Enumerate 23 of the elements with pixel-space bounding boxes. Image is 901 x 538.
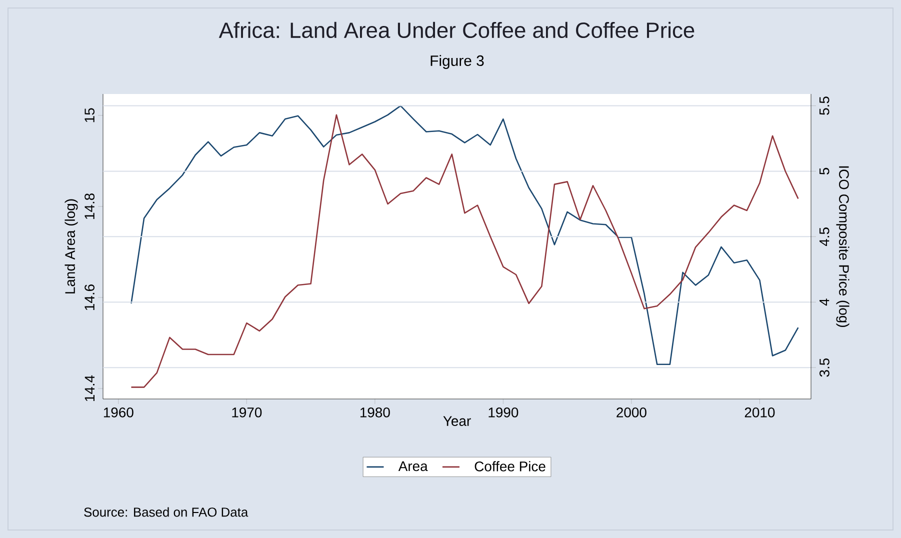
chart-title: Africa: Land Area Under Coffee and Coffee Price: [218, 22, 694, 38]
x-tick-label: 1990: [488, 407, 518, 418]
x-tick-label: 2010: [744, 407, 775, 418]
y-axis-title: Land Area (log): [64, 199, 78, 294]
y2-tick-label: 5: [820, 168, 830, 175]
y-tick-label: 14.6: [84, 284, 94, 310]
x-tick-label: 2000: [616, 407, 646, 418]
x-axis-title: Year: [443, 416, 471, 426]
source-note: Source: Based on FAO Data: [84, 507, 248, 517]
x-tick-label: 1980: [360, 407, 390, 418]
legend-label: Area: [398, 461, 428, 472]
y-tick-label: 14.8: [84, 193, 94, 219]
x-tick-label: 1970: [232, 407, 262, 418]
y2-axis-title: ICO Composite Price (log): [836, 166, 850, 327]
y-tick-label: 15: [84, 108, 94, 122]
y2-tick-label: 4.5: [820, 228, 830, 246]
y2-tick-label: 3.5: [820, 358, 830, 377]
chart-subtitle: Figure 3: [430, 55, 484, 69]
y2-tick-label: 5.5: [820, 96, 830, 115]
y-tick-label: 14.4: [84, 375, 94, 402]
y2-tick-label: 4: [820, 298, 830, 306]
legend-label: Coffee Pice: [474, 461, 546, 472]
x-tick-label: 1960: [104, 407, 134, 418]
